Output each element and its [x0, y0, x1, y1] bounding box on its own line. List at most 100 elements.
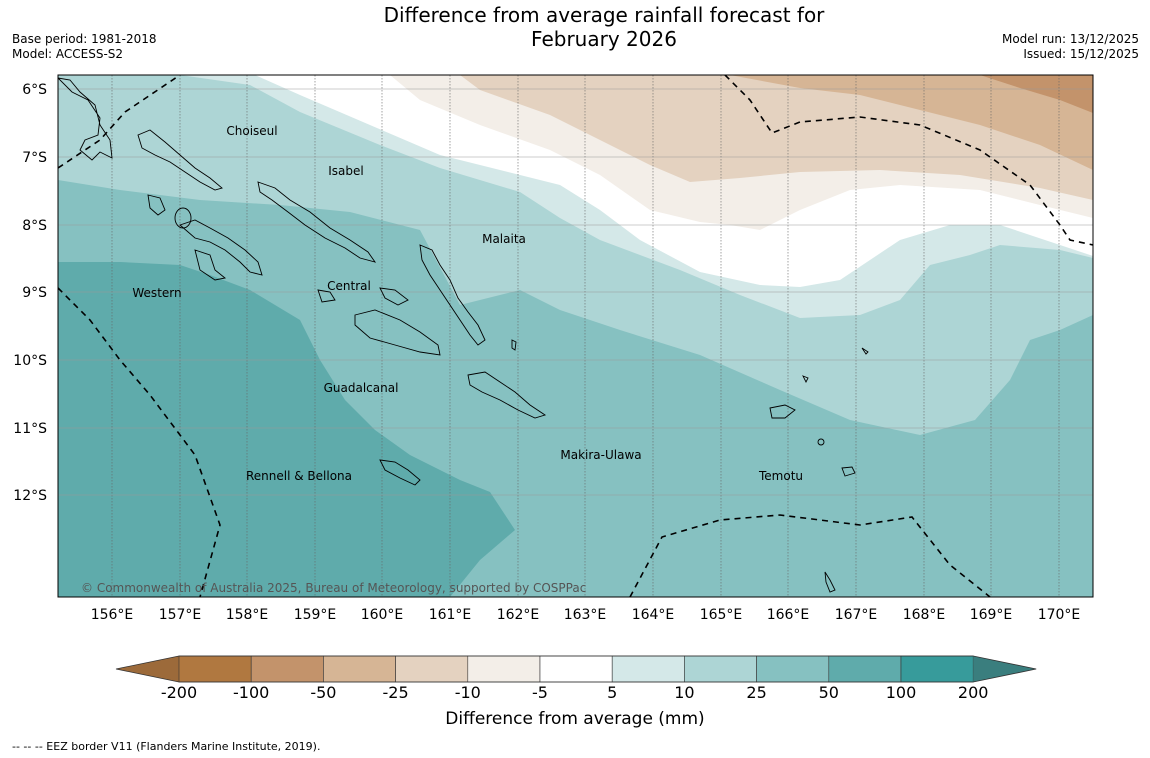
- lon-label: 165°E: [700, 607, 743, 623]
- island-ranongga: [147, 194, 166, 216]
- lon-label: 156°E: [91, 607, 134, 623]
- model-run: Model run: 13/12/2025: [1001, 32, 1139, 46]
- lon-label: 158°E: [226, 607, 269, 623]
- colorbar-segment: [756, 655, 830, 683]
- eez-border: [58, 75, 1093, 597]
- island-vanikoro: [841, 466, 856, 477]
- label-choiseul: Choiseul: [226, 124, 277, 138]
- map-area: [58, 75, 1093, 597]
- colorbar-tick-label: -25: [382, 683, 409, 702]
- band-50-100: [58, 262, 515, 597]
- label-malaita: Malaita: [482, 232, 526, 246]
- lat-label: 6°S: [22, 82, 47, 98]
- colorbar-tick-label: 100: [885, 683, 917, 702]
- label-isabel: Isabel: [328, 164, 363, 178]
- lon-label: 166°E: [767, 607, 810, 623]
- colorbar-tick-label: -10: [454, 683, 481, 702]
- colorbar-extend-low: [116, 656, 179, 682]
- lon-label: 157°E: [159, 607, 202, 623]
- island-russell: [317, 289, 336, 303]
- island-malaita: [419, 244, 486, 346]
- label-rennell-bellona: Rennell & Bellona: [246, 469, 352, 483]
- latitude-lines: [58, 88, 1093, 496]
- colorbar-segment: [250, 655, 324, 683]
- colorbar-tick-label: 50: [818, 683, 839, 702]
- island-kolombangara: [174, 207, 192, 229]
- island-ulawa: [511, 339, 517, 351]
- colorbar-segment: [395, 655, 469, 683]
- colorbar-title: Difference from average (mm): [445, 709, 705, 729]
- colorbar-segment: [828, 655, 902, 683]
- colorbar-tick-label: -200: [160, 683, 198, 702]
- lon-label: 169°E: [970, 607, 1013, 623]
- lon-label: 162°E: [497, 607, 540, 623]
- island-new-georgia: [179, 219, 263, 276]
- map-title: Difference from average rainfall forecas…: [0, 3, 1150, 51]
- colorbar-tick-label: -50: [310, 683, 337, 702]
- label-temotu: Temotu: [758, 469, 803, 483]
- lat-label: 10°S: [13, 353, 47, 369]
- eez-footnote: -- -- -- EEZ border V11 (Flanders Marine…: [12, 740, 321, 753]
- colorbar-segment: [684, 655, 757, 683]
- lon-label: 163°E: [564, 607, 607, 623]
- colorbar-segment: [178, 655, 252, 683]
- island-tikopia: [824, 571, 836, 593]
- lon-label: 168°E: [903, 607, 946, 623]
- lon-label: 160°E: [361, 607, 404, 623]
- colorbar-tick-label: -100: [233, 683, 270, 702]
- graticule: [111, 75, 1060, 597]
- colorbar-outline: [115, 655, 1037, 683]
- lon-label: 167°E: [835, 607, 878, 623]
- island-sikaiana: [861, 347, 869, 355]
- label-makira-ulawa: Makira-Ulawa: [560, 448, 641, 462]
- issued-date: Issued: 15/12/2025: [1023, 47, 1139, 61]
- colorbar-segment: [900, 655, 974, 683]
- label-guadalcanal: Guadalcanal: [324, 381, 399, 395]
- band-neg100-neg50: [980, 75, 1093, 113]
- colorbar-tick-label: 200: [957, 683, 989, 702]
- colorbar-segment: [467, 655, 541, 683]
- copyright-text: © Commonwealth of Australia 2025, Bureau…: [81, 581, 586, 595]
- band-neg50-neg25: [730, 75, 1093, 170]
- lat-axis-labels: 6°S 7°S 8°S 9°S 10°S 11°S 12°S: [13, 82, 47, 504]
- colorbar-tick-label: 25: [746, 683, 767, 702]
- coastlines: [58, 77, 869, 593]
- colorbar-tick-label: 5: [607, 683, 618, 702]
- island-santa-cruz: [769, 404, 796, 419]
- label-central: Central: [327, 279, 371, 293]
- lat-label: 11°S: [13, 421, 47, 437]
- colorbar-segment: [323, 655, 396, 683]
- colorbar-segment: [611, 655, 685, 683]
- island-florida: [379, 287, 409, 306]
- map-frame: [57, 74, 1094, 598]
- map-canvas: Choiseul Isabel Malaita Western Central …: [13, 74, 1094, 683]
- lat-label: 8°S: [22, 218, 47, 234]
- colorbar-extend-high: [973, 656, 1037, 682]
- colorbar: [115, 655, 1037, 683]
- label-western: Western: [132, 286, 181, 300]
- island-utupua: [817, 438, 825, 446]
- lon-label: 159°E: [294, 607, 337, 623]
- lat-label: 7°S: [22, 150, 47, 166]
- meta-left: Base period: 1981-2018 Model: ACCESS-S2: [12, 32, 157, 62]
- region-labels: Choiseul Isabel Malaita Western Central …: [132, 124, 803, 483]
- island-makira: [467, 371, 547, 419]
- lon-axis-labels: 156°E 157°E 158°E 159°E 160°E 161°E 162°…: [91, 607, 1081, 623]
- lat-label: 12°S: [13, 488, 47, 504]
- meta-right: Model run: 13/12/2025 Issued: 15/12/2025: [1002, 32, 1139, 62]
- island-bougainville: [58, 77, 113, 161]
- island-isabel: [257, 181, 377, 263]
- island-rennell: [379, 459, 421, 486]
- lon-label: 170°E: [1038, 607, 1081, 623]
- title-line-2: February 2026: [531, 27, 677, 51]
- island-guadalcanal: [354, 309, 441, 356]
- colorbar-tick-label: -5: [532, 683, 548, 702]
- lon-label: 161°E: [429, 607, 472, 623]
- island-reef: [802, 375, 809, 384]
- colorbar-tick-label: 10: [674, 683, 695, 702]
- lat-label: 9°S: [22, 285, 47, 301]
- model-name: Model: ACCESS-S2: [12, 47, 124, 61]
- base-period: Base period: 1981-2018: [12, 32, 157, 46]
- island-vangunu: [194, 249, 227, 281]
- island-choiseul: [137, 129, 223, 191]
